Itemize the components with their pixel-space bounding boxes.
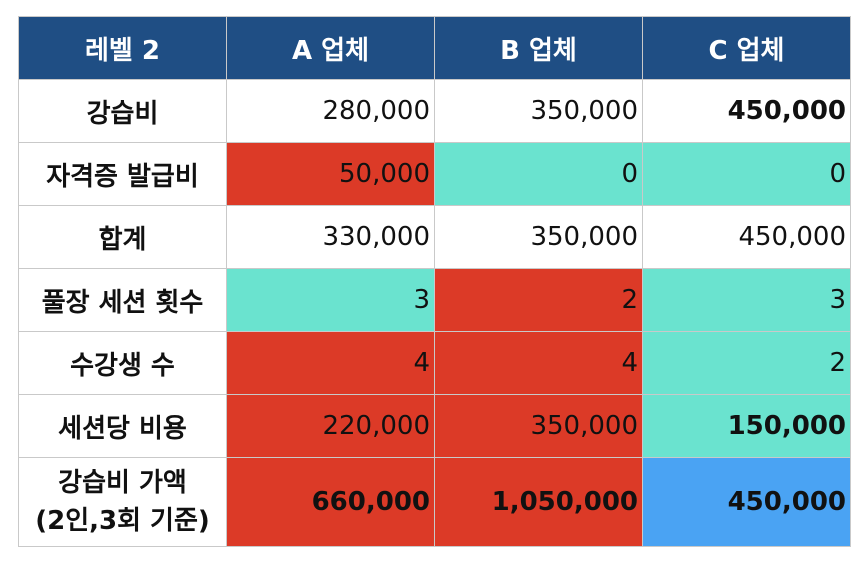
table-cell: 3 [226, 268, 435, 332]
table-cell: 50,000 [226, 142, 435, 206]
table-cell: 350,000 [434, 394, 643, 458]
table-cell: 4 [226, 331, 435, 395]
table-cell: 0 [434, 142, 643, 206]
row-label: 합계 [18, 205, 227, 269]
table-row: 세션당 비용 220,000 350,000 150,000 [18, 394, 851, 458]
table-row: 강습비 280,000 350,000 450,000 [18, 79, 851, 143]
table-cell: 330,000 [226, 205, 435, 269]
comparison-table-container: 레벨 2 A 업체 B 업체 C 업체 강습비 280,000 350,000 … [18, 16, 851, 547]
total-label-line1: 강습비 가액 [58, 468, 187, 498]
table-cell: 0 [642, 142, 851, 206]
table-cell: 350,000 [434, 205, 643, 269]
row-label: 수강생 수 [18, 331, 227, 395]
total-row-label: 강습비 가액 (2인,3회 기준) [18, 457, 227, 547]
row-label: 풀장 세션 횟수 [18, 268, 227, 332]
table-cell: 450,000 [642, 79, 851, 143]
table-cell: 450,000 [642, 205, 851, 269]
table-row: 풀장 세션 횟수 3 2 3 [18, 268, 851, 332]
table-row: 합계 330,000 350,000 450,000 [18, 205, 851, 269]
total-row: 강습비 가액 (2인,3회 기준) 660,000 1,050,000 450,… [18, 457, 851, 547]
header-level: 레벨 2 [18, 16, 227, 80]
table-cell: 3 [642, 268, 851, 332]
table-cell: 280,000 [226, 79, 435, 143]
table-cell: 150,000 [642, 394, 851, 458]
comparison-table: 레벨 2 A 업체 B 업체 C 업체 강습비 280,000 350,000 … [18, 16, 851, 547]
table-cell: 4 [434, 331, 643, 395]
header-vendor-b: B 업체 [434, 16, 643, 80]
table-header-row: 레벨 2 A 업체 B 업체 C 업체 [18, 16, 851, 80]
row-label: 강습비 [18, 79, 227, 143]
table-cell: 350,000 [434, 79, 643, 143]
table-cell: 220,000 [226, 394, 435, 458]
table-row: 자격증 발급비 50,000 0 0 [18, 142, 851, 206]
total-label-line2: (2인,3회 기준) [35, 506, 210, 536]
row-label: 세션당 비용 [18, 394, 227, 458]
table-row: 수강생 수 4 4 2 [18, 331, 851, 395]
table-cell: 2 [642, 331, 851, 395]
total-cell: 660,000 [226, 457, 435, 547]
table-cell: 2 [434, 268, 643, 332]
header-vendor-c: C 업체 [642, 16, 851, 80]
total-cell: 450,000 [642, 457, 851, 547]
row-label: 자격증 발급비 [18, 142, 227, 206]
total-cell: 1,050,000 [434, 457, 643, 547]
header-vendor-a: A 업체 [226, 16, 435, 80]
